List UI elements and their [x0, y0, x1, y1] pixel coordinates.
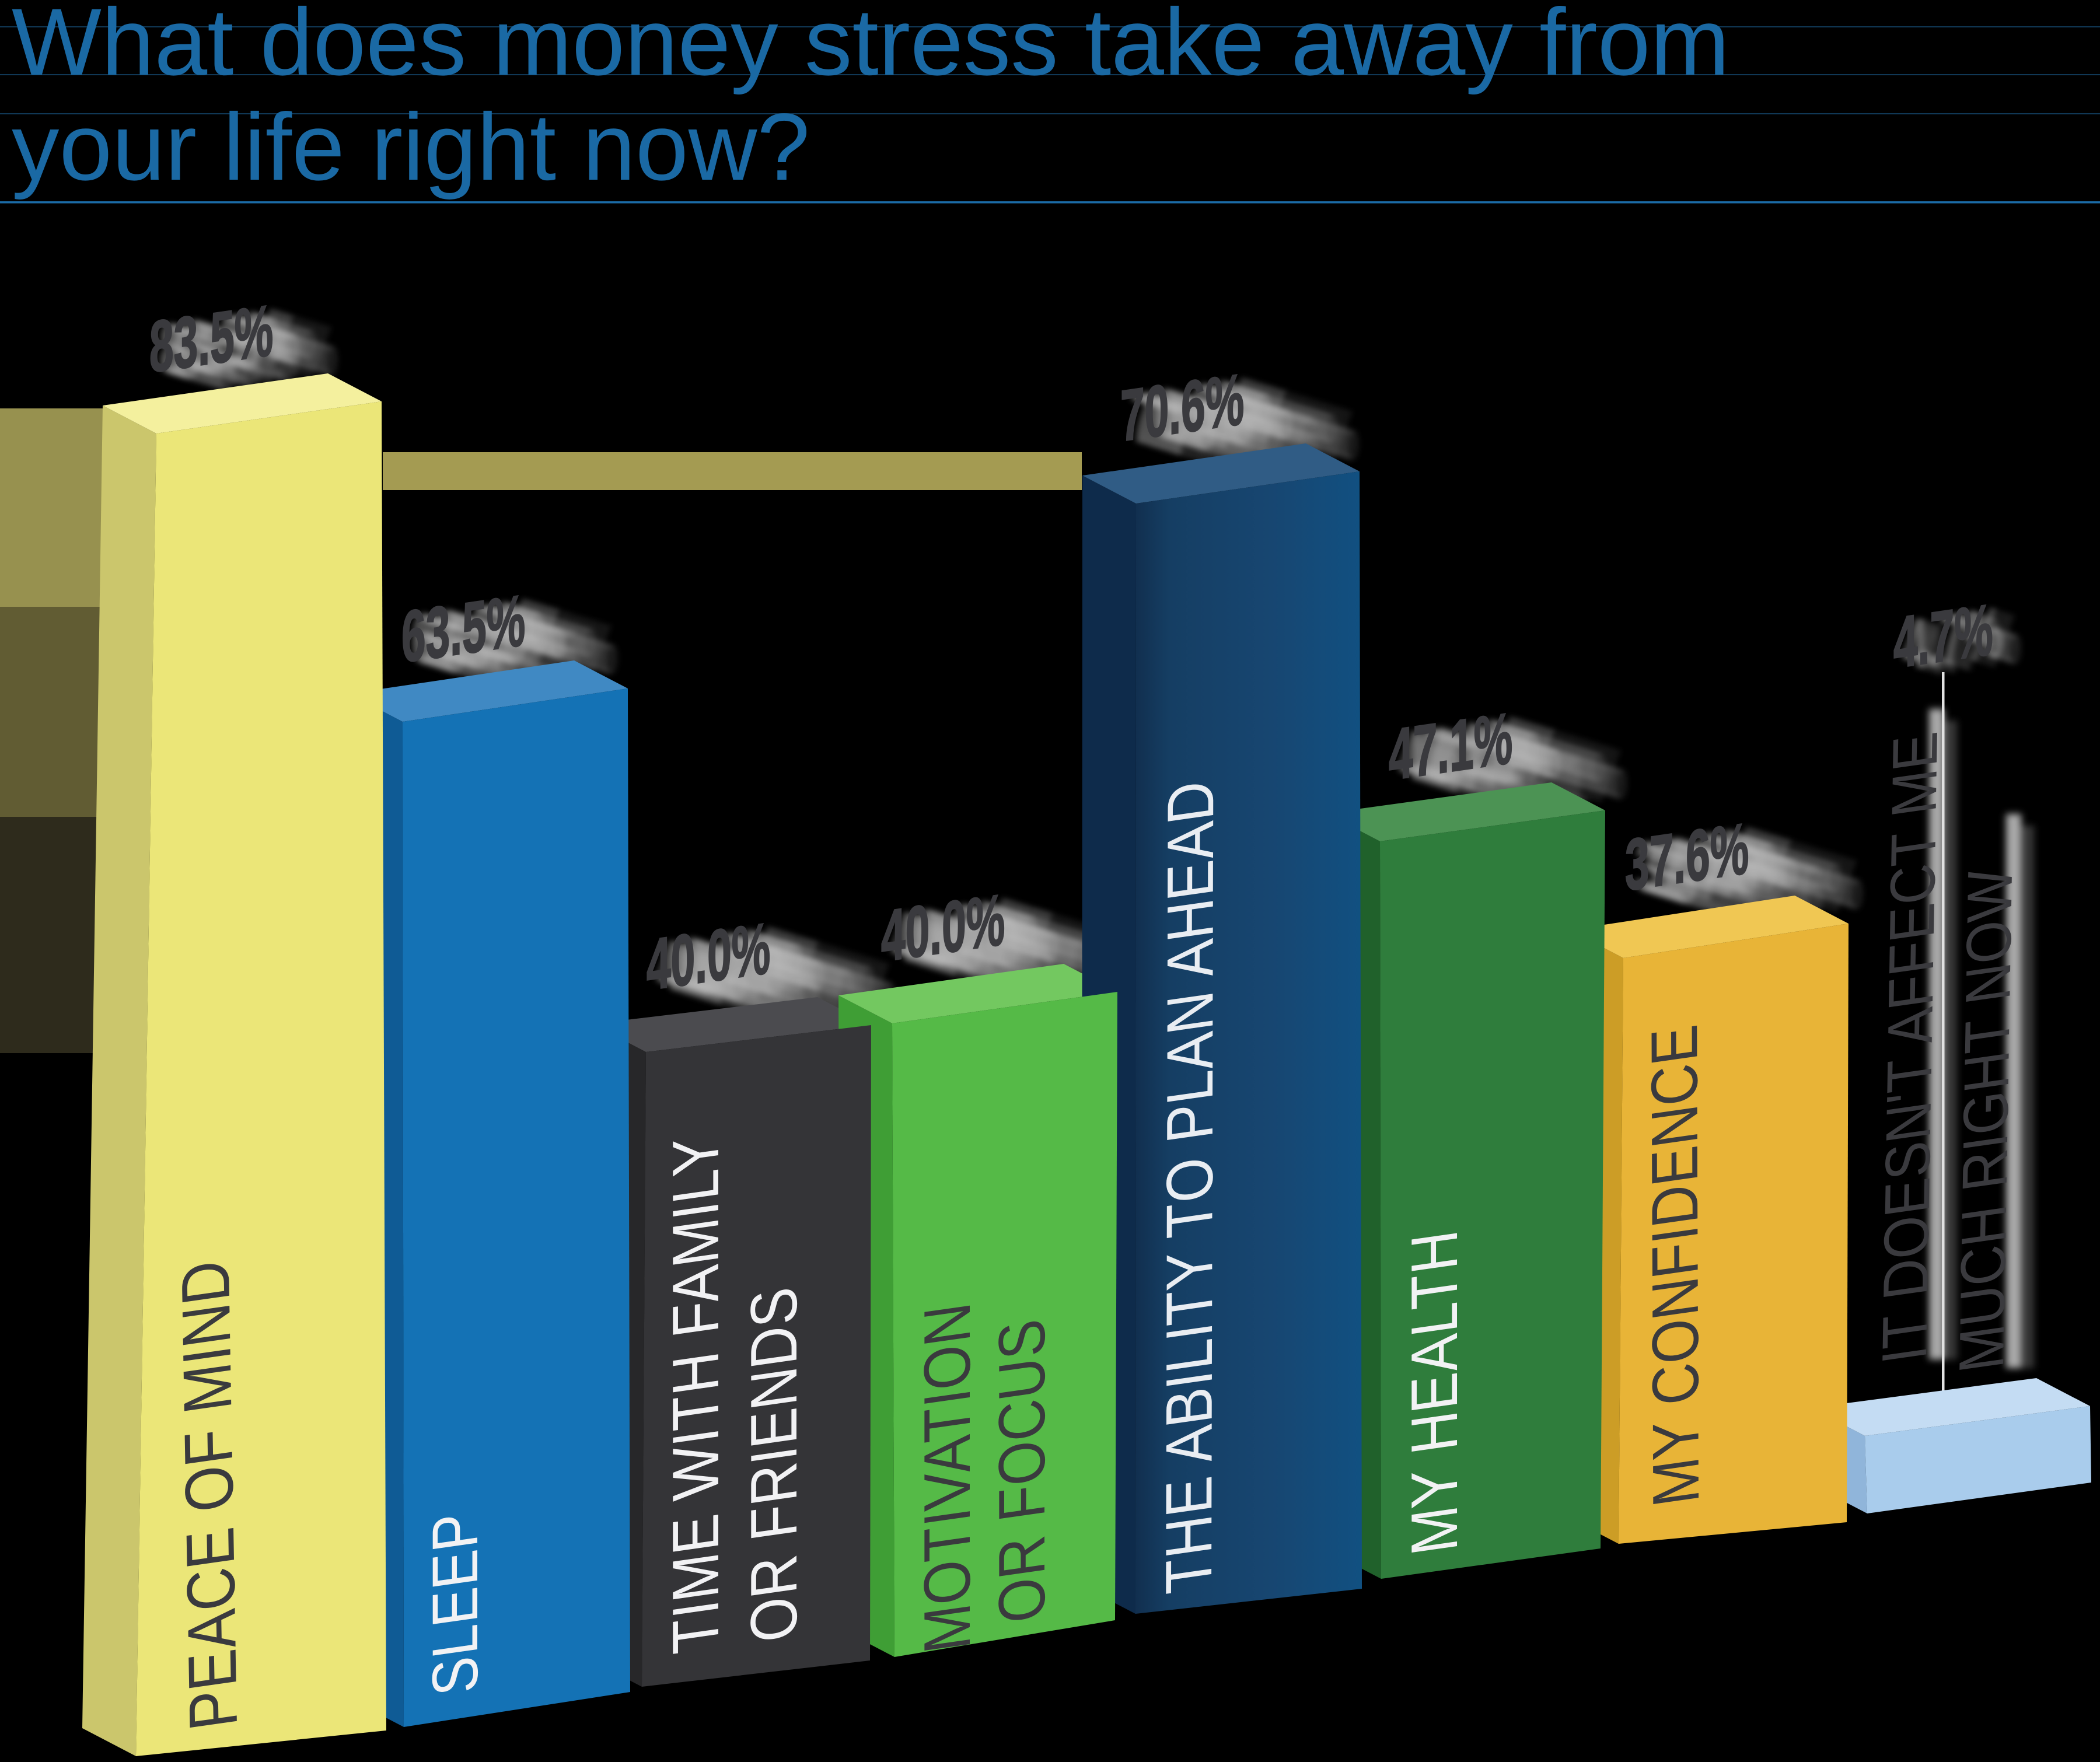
svg-text:40.0%: 40.0%: [647, 907, 770, 1006]
svg-text:40.0%: 40.0%: [663, 912, 787, 1011]
svg-text:37.6%: 37.6%: [1659, 818, 1783, 917]
svg-text:47.1%: 47.1%: [1405, 702, 1529, 800]
svg-text:40.0%: 40.0%: [881, 879, 1005, 977]
svg-text:83.5%: 83.5%: [160, 293, 284, 391]
svg-text:37.6%: 37.6%: [1644, 813, 1767, 912]
svg-text:70.6%: 70.6%: [1147, 366, 1271, 465]
svg-text:4.7%: 4.7%: [1913, 595, 2012, 690]
svg-text:37.6%: 37.6%: [1625, 807, 1749, 906]
svg-text:47.1%: 47.1%: [1410, 704, 1534, 802]
svg-text:MY HEALTH: MY HEALTH: [1398, 1226, 1472, 1559]
svg-text:47.1%: 47.1%: [1400, 701, 1524, 799]
svg-text:OR FRIENDS: OR FRIENDS: [738, 1283, 811, 1647]
svg-text:40.0%: 40.0%: [903, 885, 1026, 984]
svg-text:70.6%: 70.6%: [1131, 362, 1255, 460]
svg-text:THE ABILITY TO PLAN AHEAD: THE ABILITY TO PLAN AHEAD: [1152, 777, 1228, 1597]
svg-text:40.0%: 40.0%: [668, 914, 792, 1012]
svg-text:83.5%: 83.5%: [165, 294, 289, 393]
svg-text:4.7%: 4.7%: [1893, 589, 1993, 684]
svg-text:83.5%: 83.5%: [170, 296, 294, 394]
svg-text:37.6%: 37.6%: [1638, 812, 1762, 910]
svg-text:63.5%: 63.5%: [401, 579, 525, 678]
svg-text:40.0%: 40.0%: [660, 911, 784, 1010]
svg-text:63.5%: 63.5%: [415, 583, 539, 682]
svg-text:47.1%: 47.1%: [1397, 700, 1521, 798]
svg-text:40.0%: 40.0%: [900, 885, 1023, 983]
svg-text:47.1%: 47.1%: [1389, 697, 1512, 796]
svg-text:83.5%: 83.5%: [175, 298, 299, 396]
svg-text:70.6%: 70.6%: [1144, 366, 1268, 464]
svg-text:4.7%: 4.7%: [1903, 592, 2003, 687]
svg-text:83.5%: 83.5%: [163, 293, 286, 392]
svg-text:70.6%: 70.6%: [1152, 368, 1276, 467]
svg-text:40.0%: 40.0%: [673, 915, 797, 1014]
svg-text:70.6%: 70.6%: [1142, 365, 1266, 463]
svg-text:OR FOCUS: OR FOCUS: [986, 1314, 1059, 1627]
svg-text:37.6%: 37.6%: [1647, 814, 1770, 913]
svg-text:83.5%: 83.5%: [167, 295, 291, 394]
svg-text:70.6%: 70.6%: [1128, 361, 1252, 459]
svg-text:40.0%: 40.0%: [894, 883, 1018, 981]
svg-text:83.5%: 83.5%: [158, 292, 281, 390]
svg-text:IT DOESN'T AFFECT ME: IT DOESN'T AFFECT ME: [1869, 728, 1951, 1368]
svg-text:40.0%: 40.0%: [655, 910, 778, 1008]
svg-text:83.5%: 83.5%: [173, 296, 296, 395]
svg-text:40.0%: 40.0%: [670, 915, 794, 1013]
svg-text:47.1%: 47.1%: [1402, 701, 1526, 800]
svg-text:TIME WITH FAMILY: TIME WITH FAMILY: [659, 1131, 733, 1658]
svg-text:37.6%: 37.6%: [1633, 810, 1757, 908]
svg-text:4.7%: 4.7%: [1901, 591, 2001, 686]
svg-text:40.0%: 40.0%: [679, 917, 802, 1016]
svg-text:70.6%: 70.6%: [1137, 363, 1260, 462]
svg-text:40.0%: 40.0%: [889, 881, 1013, 980]
svg-text:40.0%: 40.0%: [681, 918, 805, 1016]
svg-text:PEACE OF MIND: PEACE OF MIND: [167, 1256, 251, 1735]
svg-text:37.6%: 37.6%: [1649, 815, 1773, 914]
svg-text:83.5%: 83.5%: [149, 289, 273, 388]
svg-text:4.7%: 4.7%: [1921, 597, 2021, 693]
svg-text:MOTIVATION: MOTIVATION: [911, 1299, 984, 1658]
svg-text:37.6%: 37.6%: [1652, 816, 1776, 914]
svg-text:40.0%: 40.0%: [897, 883, 1021, 982]
svg-text:70.6%: 70.6%: [1134, 362, 1257, 461]
svg-text:40.0%: 40.0%: [892, 882, 1016, 981]
svg-text:37.6%: 37.6%: [1654, 816, 1778, 915]
svg-text:4.7%: 4.7%: [1924, 598, 2024, 693]
svg-text:63.5%: 63.5%: [412, 583, 536, 681]
svg-text:4.7%: 4.7%: [1917, 596, 2017, 691]
svg-text:70.6%: 70.6%: [1139, 364, 1263, 463]
svg-text:4.7%: 4.7%: [1908, 593, 2008, 688]
svg-text:40.0%: 40.0%: [910, 887, 1034, 986]
svg-text:40.0%: 40.0%: [665, 913, 789, 1012]
svg-text:47.1%: 47.1%: [1407, 703, 1531, 802]
svg-text:47.1%: 47.1%: [1413, 705, 1536, 803]
svg-text:63.5%: 63.5%: [417, 584, 541, 683]
svg-text:37.6%: 37.6%: [1641, 812, 1765, 911]
svg-text:MUCH RIGHT NOW: MUCH RIGHT NOW: [1946, 863, 2026, 1376]
svg-text:70.6%: 70.6%: [1149, 367, 1273, 466]
svg-text:37.6%: 37.6%: [1657, 817, 1781, 916]
svg-text:4.7%: 4.7%: [1906, 592, 2005, 687]
svg-text:63.5%: 63.5%: [420, 585, 544, 684]
svg-text:your life right now?: your life right now?: [12, 93, 810, 200]
svg-text:70.6%: 70.6%: [1120, 358, 1244, 457]
svg-text:What does money stress take aw: What does money stress take away from: [12, 0, 1729, 95]
svg-text:40.0%: 40.0%: [905, 886, 1029, 985]
svg-text:40.0%: 40.0%: [676, 916, 799, 1015]
svg-text:4.7%: 4.7%: [1910, 594, 2010, 689]
svg-text:63.5%: 63.5%: [410, 582, 533, 680]
svg-text:4.7%: 4.7%: [1915, 595, 2015, 690]
svg-text:4.7%: 4.7%: [1919, 597, 2019, 692]
svg-text:37.6%: 37.6%: [1636, 811, 1760, 910]
svg-text:MY CONFIDENCE: MY CONFIDENCE: [1638, 1020, 1713, 1511]
svg-text:SLEEP: SLEEP: [420, 1508, 492, 1700]
svg-text:40.0%: 40.0%: [908, 887, 1032, 985]
svg-text:40.0%: 40.0%: [658, 911, 781, 1009]
